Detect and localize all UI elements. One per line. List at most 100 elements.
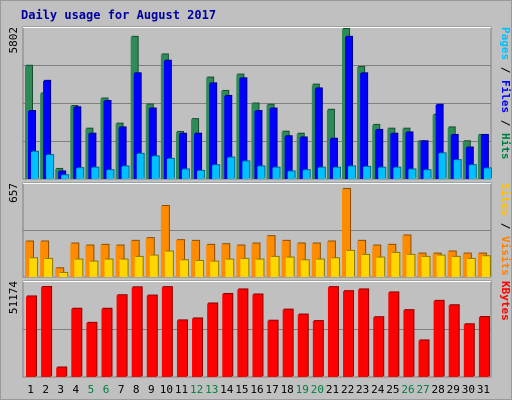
bar-sites-day-23	[361, 253, 371, 277]
x-tick-label: 28	[432, 383, 445, 396]
x-tick-label: 18	[281, 383, 294, 396]
bar-sites-day-27	[421, 255, 431, 277]
y-max-label: 657	[7, 183, 20, 203]
bar-kbytes-day-22	[343, 290, 355, 377]
bar-kbytes-day-27	[418, 339, 430, 377]
bar-kbytes-day-5	[86, 321, 98, 377]
bar-files-day-7	[118, 126, 127, 179]
bar-files-day-22	[345, 35, 354, 179]
panel-legend: Pages / Files / Hits	[499, 27, 511, 160]
bar-sites-day-9	[149, 254, 159, 277]
bar-files-day-19	[299, 136, 308, 179]
x-tick-label: 10	[160, 383, 173, 396]
x-tick-label: 25	[386, 383, 399, 396]
bar-pages-day-5	[91, 166, 100, 179]
bar-kbytes-day-8	[131, 286, 143, 377]
bar-kbytes-day-21	[327, 286, 339, 377]
bar-sites-day-7	[119, 258, 129, 277]
x-tick-label: 26	[401, 383, 414, 396]
x-tick-label: 30	[462, 383, 475, 396]
x-tick-label: 21	[326, 383, 339, 396]
x-tick-label: 12	[190, 383, 203, 396]
bar-kbytes-day-28	[433, 299, 445, 377]
legend-entry: /	[499, 216, 511, 236]
bar-files-day-14	[224, 94, 233, 179]
legend-entry: /	[499, 113, 511, 133]
x-axis-labels: 1 2 3 4 5 6 7 8 9 10 11 12 13 14 15 16 17 18 19 20 21 22 23 24 2…	[27, 383, 490, 396]
x-tick-label: 5	[88, 383, 95, 396]
bar-sites-day-1	[29, 257, 38, 277]
x-tick-label: 24	[371, 383, 385, 396]
bar-pages-day-9	[151, 155, 160, 179]
bar-pages-day-18	[287, 170, 296, 179]
bar-sites-day-15	[240, 257, 250, 277]
bar-sites-day-5	[89, 260, 99, 277]
bar-sites-day-19	[300, 259, 310, 277]
bar-pages-day-24	[378, 166, 387, 179]
bar-sites-day-30	[466, 257, 476, 277]
bar-kbytes-day-13	[207, 302, 219, 377]
bar-files-day-11	[178, 132, 187, 179]
bar-visits-day-10	[160, 205, 170, 277]
bar-kbytes-day-14	[222, 292, 234, 377]
bar-files-day-12	[194, 132, 203, 179]
bar-files-day-6	[103, 99, 112, 179]
x-tick-label: 17	[265, 383, 278, 396]
bar-kbytes-day-3	[56, 366, 68, 377]
bar-sites-day-17	[270, 255, 280, 277]
bar-files-day-21	[329, 137, 338, 179]
bar-files-day-2	[43, 79, 52, 179]
bar-sites-day-29	[451, 255, 461, 277]
x-tick-label: 4	[73, 383, 80, 396]
bar-kbytes-day-18	[282, 308, 294, 377]
legend-entry: Visits	[499, 236, 511, 276]
bar-pages-day-6	[106, 169, 115, 179]
x-tick-label: 23	[356, 383, 369, 396]
legend-entry: Sites	[499, 183, 511, 216]
panel-kbytes: 51174 KBytes	[7, 280, 511, 378]
bar-kbytes-day-23	[358, 288, 370, 377]
bar-sites-day-31	[481, 255, 491, 277]
bar-kbytes-day-17	[267, 319, 279, 377]
bar-kbytes-day-4	[71, 307, 83, 377]
legend-entry: Hits	[499, 133, 511, 160]
bar-sites-day-21	[330, 257, 340, 277]
bar-sites-day-4	[74, 258, 84, 277]
bar-pages-day-22	[348, 165, 357, 179]
bar-pages-day-28	[438, 152, 447, 179]
x-tick-label: 29	[447, 383, 460, 396]
bar-pages-day-27	[423, 169, 432, 179]
x-tick-label: 3	[57, 383, 64, 396]
chart-title: Daily usage for August 2017	[21, 8, 216, 22]
x-tick-label: 2	[42, 383, 49, 396]
x-tick-label: 8	[133, 383, 140, 396]
bar-sites-day-6	[104, 258, 114, 277]
bar-sites-day-14	[225, 258, 235, 277]
bar-pages-day-13	[212, 164, 221, 179]
bar-sites-day-20	[315, 258, 325, 277]
bar-kbytes-day-25	[388, 291, 400, 377]
x-tick-label: 6	[103, 383, 110, 396]
bar-kbytes-day-7	[116, 294, 128, 377]
legend-entry: KBytes	[499, 281, 511, 321]
bar-visits-day-12	[191, 239, 201, 277]
bar-files-day-9	[148, 107, 157, 179]
bar-kbytes-day-20	[312, 320, 324, 377]
bar-files-day-20	[314, 87, 323, 179]
x-tick-label: 7	[118, 383, 125, 396]
bar-files-day-24	[375, 128, 384, 179]
bar-kbytes-day-9	[146, 294, 158, 377]
x-tick-label: 20	[311, 383, 324, 396]
x-tick-label: 16	[250, 383, 263, 396]
bar-files-day-27	[420, 140, 429, 179]
legend-entry: /	[499, 60, 511, 80]
bar-files-day-25	[390, 132, 399, 179]
bar-visits-day-17	[266, 235, 276, 277]
bar-files-day-1	[28, 110, 36, 179]
bar-pages-day-1	[31, 150, 39, 179]
bar-sites-day-25	[391, 251, 401, 277]
bar-pages-day-19	[302, 169, 311, 179]
plot-panels: 5802 Pages / Files / Hits 657 Sites / Visit…	[7, 26, 511, 378]
x-tick-label: 1	[27, 383, 34, 396]
